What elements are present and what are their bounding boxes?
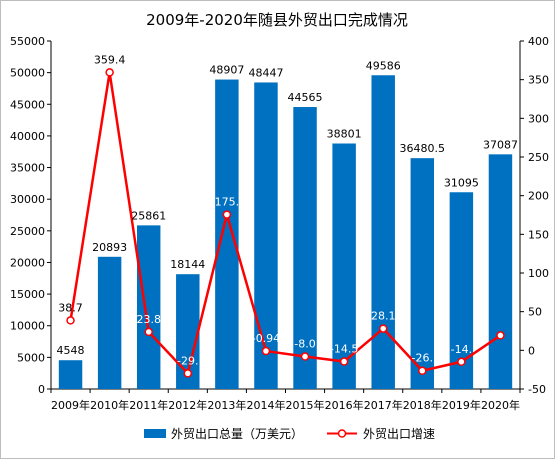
bar [215,79,239,390]
x-tick-label: 2015年 [286,398,325,412]
line-value-label: -14. [451,343,472,356]
line-value-label: -29. [177,354,198,367]
left-tick-label: 0 [38,383,45,396]
growth-point [496,331,505,340]
growth-point [222,210,232,219]
data-labels: 4548 20893 25861 18144 48907 48447 44565 38801 4… [57,53,518,367]
legend-line-marker [337,429,347,438]
right-tick-label: 250 [528,151,549,164]
left-tick-label: 5000 [17,351,45,364]
right-tick-label: 50 [528,306,542,319]
line-value-label: -8.0 [294,338,315,351]
bar-value-label: 38801 [327,127,362,140]
left-tick-label: 30000 [10,193,45,206]
x-tick-label: 2019年 [442,398,481,412]
bar-value-label: 4548 [57,344,85,357]
bar [176,274,200,389]
x-tick-label: 2012年 [168,398,207,412]
bar [332,143,356,389]
x-tick-label: 2014年 [246,398,285,412]
bar [371,75,395,389]
x-tick-label: 2010年 [90,398,129,412]
x-tick-label: 2020年 [481,398,520,412]
left-tick-label: 10000 [10,320,45,333]
line-value-label: 28.1 [371,310,396,323]
bar-value-label: 44565 [288,91,323,104]
bar-value-label: 20893 [92,241,127,254]
right-tick-label: 400 [528,35,549,48]
x-tick-label: 2013年 [207,398,246,412]
line-value-label: 38.7 [58,301,83,314]
bar-value-label: 18144 [170,258,205,271]
bar-value-label: 37087 [483,138,518,151]
left-tick-label: 15000 [10,288,45,301]
line-value-label: 359.4 [94,53,126,66]
x-tick-label: 2018年 [403,398,442,412]
growth-point [457,357,466,367]
x-tick-label: 2011年 [129,398,168,412]
bar [293,107,317,390]
right-tick-label: 100 [528,267,549,280]
growth-point [144,327,153,337]
left-tick-label: 25000 [10,225,45,238]
x-tick-label: 2016年 [325,398,364,412]
right-tick-label: 300 [528,112,549,125]
bar-value-label: 48907 [209,64,244,77]
growth-point [66,316,75,325]
bar [97,256,122,389]
bar [136,225,161,389]
line-series [66,68,505,378]
growth-point [261,346,271,356]
line-value-label: -26. [412,352,433,365]
left-tick-label: 50000 [10,67,45,80]
growth-point [339,357,349,366]
bar [488,154,513,389]
bar-value-label: 36480.5 [400,142,446,155]
growth-point [183,369,193,378]
line-value-label: -0.94 [252,332,280,345]
right-tick-label: 0 [528,344,535,357]
bar-value-label: 25861 [131,209,166,222]
axes: 0 5000 10000 15000 20000 25000 30000 35000 40000… [10,35,549,412]
bar-value-label: 48447 [248,66,283,79]
legend: 外贸出口总量（万美元） 外贸出口增速 [144,427,435,441]
x-tick-label: 2009年 [51,398,90,412]
line-value-label: 23.8 [136,313,161,326]
bar [58,360,83,389]
x-tick-label: 2017年 [364,398,403,412]
legend-bar-swatch [144,429,166,438]
left-tick-label: 55000 [10,35,45,48]
line-value-label: -14.5 [330,343,358,356]
left-tick-label: 20000 [10,256,45,269]
bar-value-label: 49586 [366,59,401,72]
legend-bar-label: 外贸出口总量（万美元） [171,427,303,441]
growth-line [69,72,502,376]
bar [449,192,474,389]
left-tick-label: 45000 [10,98,45,111]
bar [254,82,278,389]
growth-point [105,68,114,77]
growth-point [300,352,310,361]
right-tick-label: 350 [528,74,549,87]
bar-value-label: 31095 [444,176,479,189]
right-tick-label: 150 [528,228,549,241]
right-tick-label: 200 [528,190,549,203]
right-tick-label: -50 [528,383,546,396]
legend-line-label: 外贸出口增速 [363,427,435,441]
line-value-label: 175. [215,196,240,209]
growth-point [378,324,388,333]
left-tick-label: 40000 [10,130,45,143]
chart-title: 2009年-2020年随县外贸出口完成情况 [146,11,408,29]
bar [410,158,435,389]
left-tick-label: 35000 [10,162,45,175]
growth-point [418,366,427,375]
bar-series [58,75,513,390]
